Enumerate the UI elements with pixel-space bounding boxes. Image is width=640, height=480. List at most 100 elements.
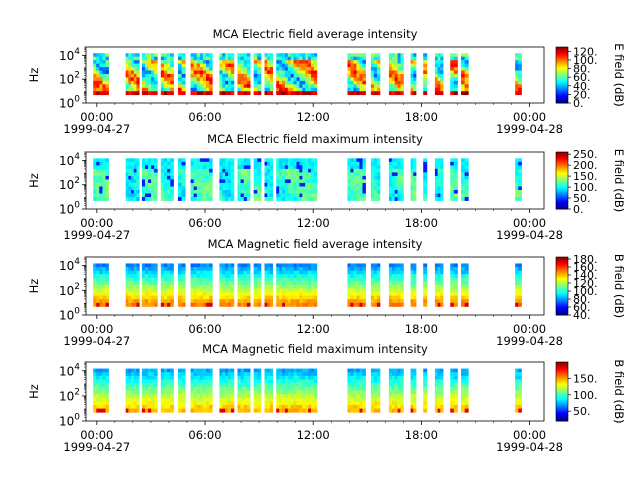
- x-tick-label: 00:00: [80, 428, 113, 442]
- data-segment: [253, 53, 262, 96]
- data-segment: [410, 53, 417, 96]
- data-segment: [125, 53, 140, 96]
- y-tick-label: 102: [59, 71, 80, 87]
- x-tick-label: 18:00: [405, 110, 438, 124]
- x-tick-label: 12:00: [297, 322, 330, 336]
- x-tick-label: 00:00: [513, 322, 546, 336]
- x-tick-label: 00:00: [80, 216, 113, 230]
- data-segment: [219, 158, 235, 201]
- data-segment: [219, 263, 235, 307]
- colorbar-tick-label: 100.: [573, 285, 598, 298]
- plot-frame: [85, 46, 545, 104]
- data-segment: [160, 368, 174, 413]
- colorbar-label: B field (dB): [612, 254, 626, 318]
- x-tick-label: 06:00: [188, 216, 221, 230]
- data-segment: [141, 53, 158, 96]
- colorbar-label: E field (dB): [612, 43, 626, 107]
- colorbar-tick-label: 60.: [573, 71, 591, 84]
- plot-frame: [85, 256, 545, 316]
- y-tick-label: 104: [59, 257, 80, 273]
- colorbar-tick-label: 250.: [573, 148, 598, 161]
- data-segment: [219, 368, 235, 413]
- x-tick-label: 12:00: [297, 110, 330, 124]
- panel-2: MCA Electric field maximum intensity Hz 10…: [27, 132, 626, 242]
- x-tick-label: 00:00: [513, 216, 546, 230]
- data-segment: [276, 368, 318, 413]
- data-segment: [388, 263, 404, 307]
- data-segment: [141, 368, 158, 413]
- x-date-label: 1999-04-28: [496, 334, 563, 348]
- data-segment: [388, 368, 404, 413]
- plot-frame: [85, 361, 545, 422]
- data-segment: [141, 263, 158, 307]
- data-segment: [93, 53, 109, 96]
- colorbar-tick-label: 120.: [573, 45, 598, 58]
- chart-title: MCA Electric field maximum intensity: [207, 132, 423, 146]
- data-segment: [253, 263, 262, 307]
- data-segment: [177, 158, 186, 201]
- data-segment: [461, 53, 469, 96]
- y-tick-label: 104: [59, 362, 80, 378]
- data-segment: [347, 53, 366, 96]
- data-segment: [190, 263, 213, 307]
- data-segment: [177, 368, 186, 413]
- data-segment: [450, 158, 458, 201]
- colorbar: 0.50.100.150.200.250. E field (dB): [555, 148, 626, 216]
- data-segment: [410, 368, 417, 413]
- y-tick-label: 104: [59, 47, 80, 63]
- x-tick-label: 12:00: [297, 428, 330, 442]
- data-segment: [423, 263, 428, 307]
- data-segment: [515, 368, 522, 413]
- data-segment: [264, 368, 274, 413]
- x-date-label: 1999-04-28: [496, 440, 563, 454]
- colorbar-tick-label: 40.: [573, 80, 591, 93]
- panel-3: MCA Magnetic field average intensity Hz 10…: [27, 237, 626, 348]
- data-segment: [160, 53, 174, 96]
- y-tick-label: 102: [59, 387, 80, 403]
- colorbar-tick-label: 0.: [573, 97, 584, 110]
- data-segment: [125, 158, 140, 201]
- data-segment: [125, 263, 140, 307]
- colorbar-frame: [555, 46, 569, 104]
- data-segment: [515, 263, 522, 307]
- data-segment: [276, 53, 318, 96]
- chart-title: MCA Magnetic field maximum intensity: [202, 342, 428, 356]
- data-segment: [177, 53, 186, 96]
- colorbar-tick-label: 50.: [573, 405, 591, 418]
- y-tick-label: 102: [59, 282, 80, 298]
- data-segment: [190, 53, 213, 96]
- y-tick-label: 102: [59, 176, 80, 192]
- data-segment: [160, 263, 174, 307]
- data-segment: [388, 53, 404, 96]
- panel-4: MCA Magnetic field maximum intensity Hz 10…: [27, 342, 626, 454]
- y-tick-label: 100: [59, 307, 80, 323]
- data-segment: [253, 368, 262, 413]
- data-segment: [219, 53, 235, 96]
- colorbar: 50. 100. 150. B field (dB): [555, 359, 626, 424]
- colorbar-frame: [555, 151, 569, 210]
- x-date-label: 1999-04-28: [496, 228, 563, 242]
- data-segment: [434, 368, 444, 413]
- x-date-label: 1999-04-27: [63, 440, 130, 454]
- colorbar-tick-label: 100.: [573, 389, 598, 402]
- x-tick-label: 06:00: [188, 110, 221, 124]
- x-tick-label: 06:00: [188, 322, 221, 336]
- data-segment: [388, 158, 404, 201]
- data-segment: [347, 263, 366, 307]
- y-tick-label: 100: [59, 413, 80, 429]
- data-segment: [237, 368, 251, 413]
- y-tick-label: 100: [59, 95, 80, 111]
- data-segment: [434, 158, 444, 201]
- panel-1: MCA Electric field average intensity Hz 10…: [27, 27, 626, 136]
- data-segment: [461, 368, 469, 413]
- chart-title: MCA Electric field average intensity: [213, 27, 418, 41]
- data-segment: [93, 158, 109, 201]
- data-segment: [434, 53, 444, 96]
- data-segment: [450, 53, 458, 96]
- data-segment: [141, 158, 158, 201]
- colorbar-tick-label: 180.: [573, 253, 598, 266]
- data-segment: [410, 158, 417, 201]
- colorbar-frame: [555, 361, 569, 422]
- colorbar-tick-label: 100.: [573, 54, 598, 67]
